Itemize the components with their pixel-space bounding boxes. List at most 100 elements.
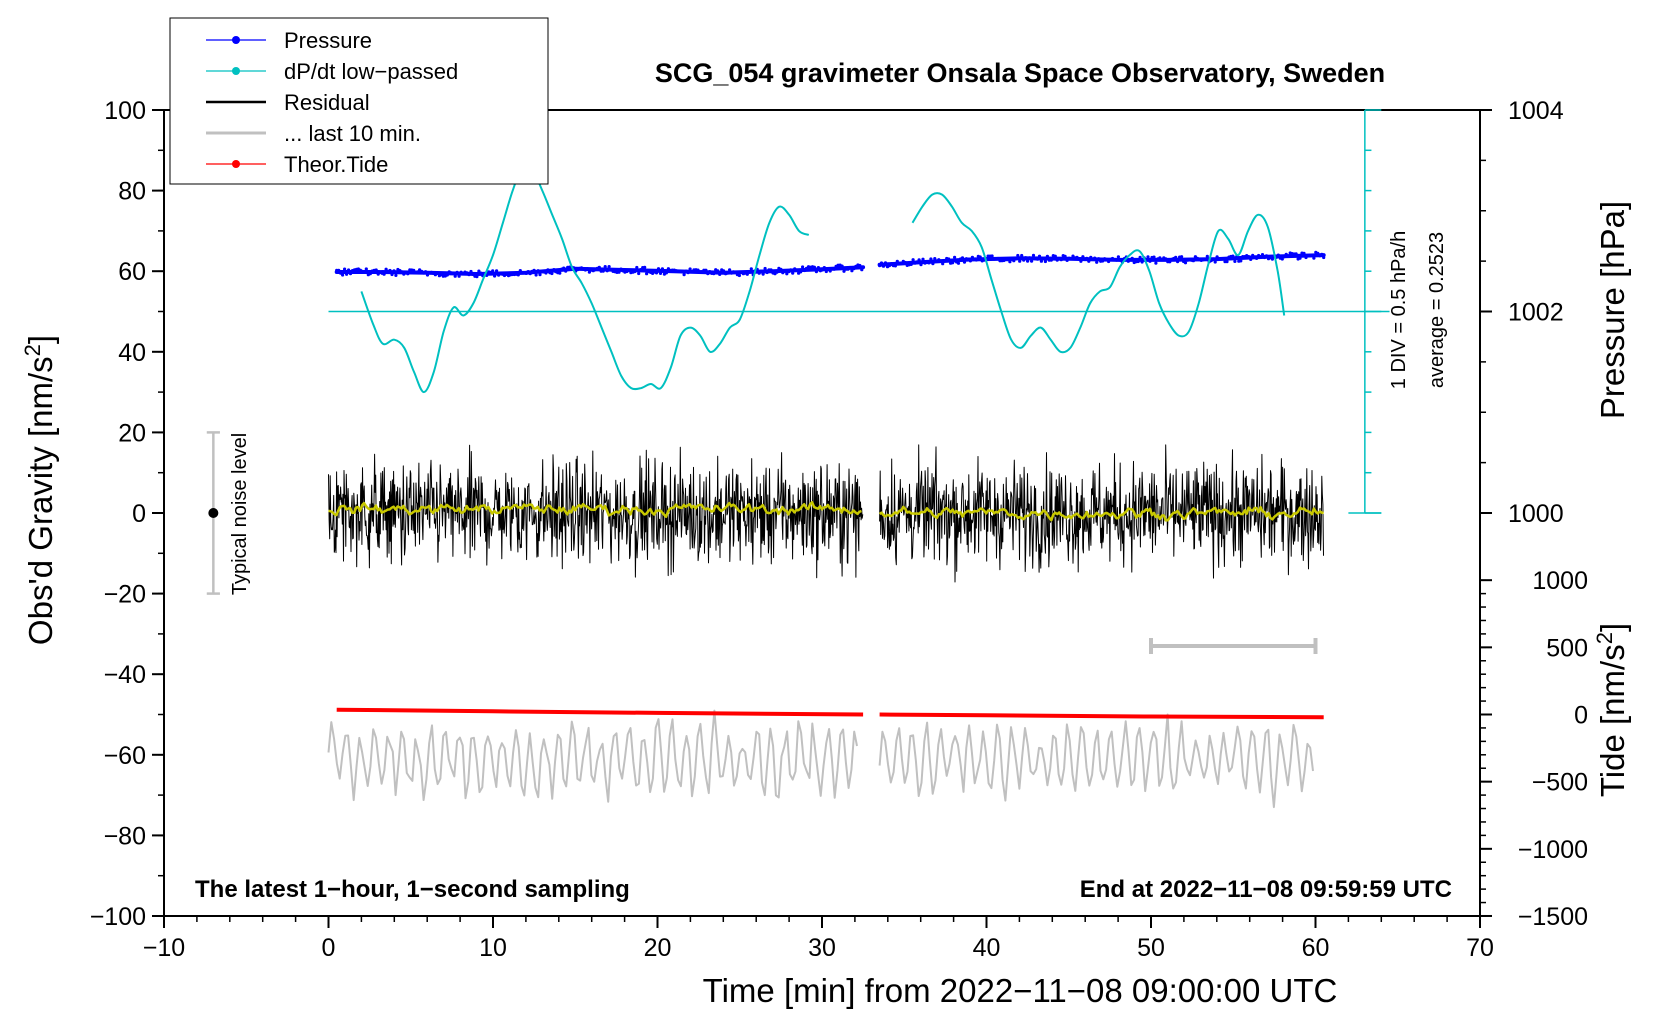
tide-tick-label: 500 (1546, 634, 1588, 662)
legend-label: Residual (284, 90, 370, 115)
residual-line (328, 444, 864, 579)
pressure-point (801, 265, 805, 269)
pressure-point (362, 270, 366, 274)
pressure-point (1081, 255, 1085, 259)
pressure-point (654, 271, 659, 275)
pressure-point (1316, 251, 1320, 255)
pressure-point (1079, 259, 1083, 263)
pressure-point (814, 270, 819, 274)
pressure-point (425, 273, 430, 277)
pressure-point (1286, 254, 1290, 258)
pressure-point (765, 270, 769, 275)
pressure-point (617, 270, 621, 274)
pressure-point (1116, 255, 1120, 259)
pressure-point (412, 268, 416, 272)
x-axis-label: Time [min] from 2022−11−08 09:00:00 UTC (703, 972, 1338, 1009)
pressure-point (637, 271, 641, 276)
pressure-point (779, 267, 783, 271)
pressure-point (816, 266, 821, 270)
x-tick-label: 60 (1302, 934, 1330, 962)
pressure-tick-label: 1002 (1508, 299, 1564, 327)
residual-smoothed-line (328, 500, 862, 519)
pressure-point (1310, 253, 1314, 258)
pressure-point (1041, 256, 1045, 261)
pressure-point (1006, 258, 1010, 262)
y-tick-label: 20 (118, 419, 146, 447)
pressure-point (1320, 252, 1324, 256)
pressure-point (345, 272, 349, 276)
pressure-point (860, 268, 864, 272)
pressure-point (718, 272, 722, 276)
pressure-point (1231, 254, 1235, 258)
pressure-point (947, 257, 951, 261)
legend-label: dP/dt low−passed (284, 59, 458, 84)
y-axis-label-tide: Tide [nm/s2] (1592, 623, 1631, 797)
pressure-point (889, 262, 894, 266)
pressure-point (688, 267, 692, 271)
pressure-point (929, 257, 933, 261)
pressure-point (939, 259, 943, 263)
pressure-point (1302, 251, 1306, 255)
pressure-point (451, 271, 455, 275)
pressure-point (1221, 257, 1225, 261)
y-axis-label-left-end: ] (22, 335, 59, 344)
pressure-point (347, 268, 351, 272)
pressure-point (824, 269, 828, 274)
pressure-point (803, 268, 807, 273)
pressure-point (1065, 258, 1069, 262)
pressure-point (341, 273, 345, 277)
tide-tick-label: −1500 (1518, 903, 1588, 931)
pressure-point (477, 269, 481, 273)
pressure-point (706, 272, 710, 276)
pressure-point (858, 263, 862, 268)
pressure-point (996, 256, 1000, 261)
pressure-point (538, 273, 542, 277)
pressure-point (1118, 258, 1122, 262)
y-tick-label: 100 (104, 97, 146, 125)
pressure-point (1176, 260, 1180, 264)
note-bottom-left: The latest 1−hour, 1−second sampling (195, 876, 630, 903)
legend-label: Theor.Tide (284, 152, 388, 177)
pressure-point (970, 255, 975, 259)
pressure-point (1097, 257, 1101, 261)
pressure-point (1152, 255, 1156, 259)
legend: Pressure dP/dt low−passed Residual ... last… (169, 17, 549, 185)
pressure-point (747, 270, 751, 274)
pressure-point (1280, 257, 1284, 261)
pressure-point (1095, 260, 1099, 264)
pressure-point (960, 256, 965, 260)
pressure-point (656, 267, 661, 271)
pressure-point (368, 272, 372, 276)
pressure-point (848, 265, 852, 270)
y-axis-label-tide-end: ] (1594, 623, 1631, 632)
pressure-point (643, 265, 647, 269)
pressure-point (1255, 256, 1259, 260)
pressure-point (990, 254, 994, 258)
y-axis-label-left: Obs'd Gravity [nm/s2] (20, 335, 59, 645)
pressure-point (469, 269, 473, 274)
pressure-point (518, 269, 522, 273)
pressure-point (919, 263, 923, 267)
pressure-point (1136, 259, 1140, 264)
pressure-point (664, 271, 669, 275)
pressure-point (1158, 256, 1162, 260)
pressure-point (911, 258, 915, 262)
pressure-point (696, 268, 700, 272)
pressure-point (400, 270, 404, 274)
pressure-point (1205, 254, 1209, 258)
pressure-point (749, 267, 753, 271)
pressure-point (759, 269, 763, 273)
pressure-point (424, 270, 428, 274)
pressure-point (690, 270, 694, 274)
x-tick-label: 10 (479, 934, 507, 962)
x-tick-label: 30 (808, 934, 836, 962)
pressure-point (795, 268, 799, 272)
pressure-tick-label: 1004 (1508, 97, 1564, 125)
pressure-point (348, 272, 353, 276)
pressure-point (1239, 259, 1243, 263)
pressure-point (384, 267, 388, 271)
y-axis-label-left-sup: 2 (20, 344, 45, 356)
y-axis-label-pressure: Pressure [hPa] (1594, 201, 1631, 419)
pressure-point (1249, 257, 1253, 261)
tide-tick-label: 1000 (1532, 567, 1588, 595)
